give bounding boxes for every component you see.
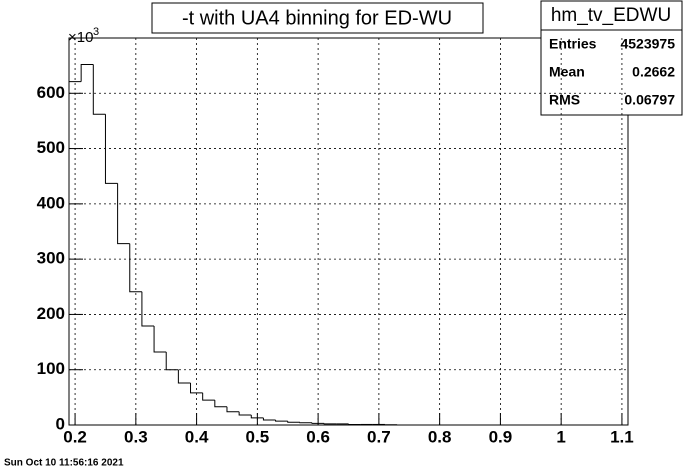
y-multiplier-exponent: 3 (93, 26, 99, 38)
stats-label: Entries (549, 36, 597, 52)
histogram-bin (165, 352, 179, 371)
x-tick-label: 0.5 (246, 427, 270, 446)
stats-value: 0.2662 (632, 64, 675, 80)
y-tick-label: 400 (37, 193, 65, 212)
histogram-bin (250, 415, 264, 419)
y-tick-label: 100 (37, 359, 65, 378)
stats-value: 4523975 (620, 36, 675, 52)
histogram-bin (190, 382, 203, 394)
histogram-bin (311, 422, 325, 424)
y-tick-label: 500 (37, 138, 65, 157)
histogram-bin (141, 291, 155, 327)
y-tick-label: 300 (37, 249, 65, 268)
x-tick-label: 1.1 (610, 427, 634, 446)
histogram-bin (68, 81, 82, 425)
stats-label: Mean (549, 64, 585, 80)
histogram-bin (262, 417, 276, 421)
chart-title: -t with UA4 binning for ED-WU (182, 7, 452, 29)
histogram-bin (177, 369, 191, 384)
histogram-bin (238, 411, 252, 416)
histogram-bin (129, 243, 142, 293)
x-tick-label: 0.3 (124, 427, 148, 446)
histogram-bin (80, 64, 94, 82)
histogram-bin (202, 392, 215, 401)
x-tick-label: 0.6 (306, 427, 330, 446)
histogram-bin (323, 423, 337, 425)
title-box (151, 2, 484, 34)
stats-value: 0.06797 (624, 92, 675, 108)
histogram-bin (214, 400, 227, 408)
stats-title: hm_tv_EDWU (551, 5, 671, 26)
x-tick-label: 0.7 (367, 427, 391, 446)
histogram-bin (348, 423, 361, 425)
x-tick-label: 0.2 (63, 427, 87, 446)
y-multiplier: ×10 (68, 29, 93, 46)
histogram-bin (92, 64, 106, 115)
histogram-bin (275, 420, 288, 422)
y-tick-label: 0 (56, 414, 65, 433)
x-tick-label: 0.8 (428, 427, 452, 446)
y-tick-label: 600 (37, 83, 65, 102)
footer-date: Sun Oct 10 11:56:16 2021 (4, 458, 124, 469)
stats-label: RMS (549, 92, 580, 108)
histogram-bin (287, 421, 300, 423)
histogram-bin (104, 114, 118, 184)
stats-box (540, 0, 683, 116)
histogram-bin (153, 326, 167, 353)
histogram-bin (226, 406, 240, 413)
x-tick-label: 0.4 (185, 427, 209, 446)
y-tick-label: 200 (37, 304, 65, 323)
x-tick-label: 0.9 (489, 427, 513, 446)
histogram-bin (299, 422, 313, 424)
histogram-bin (117, 183, 130, 245)
x-tick-label: 1 (556, 427, 565, 446)
